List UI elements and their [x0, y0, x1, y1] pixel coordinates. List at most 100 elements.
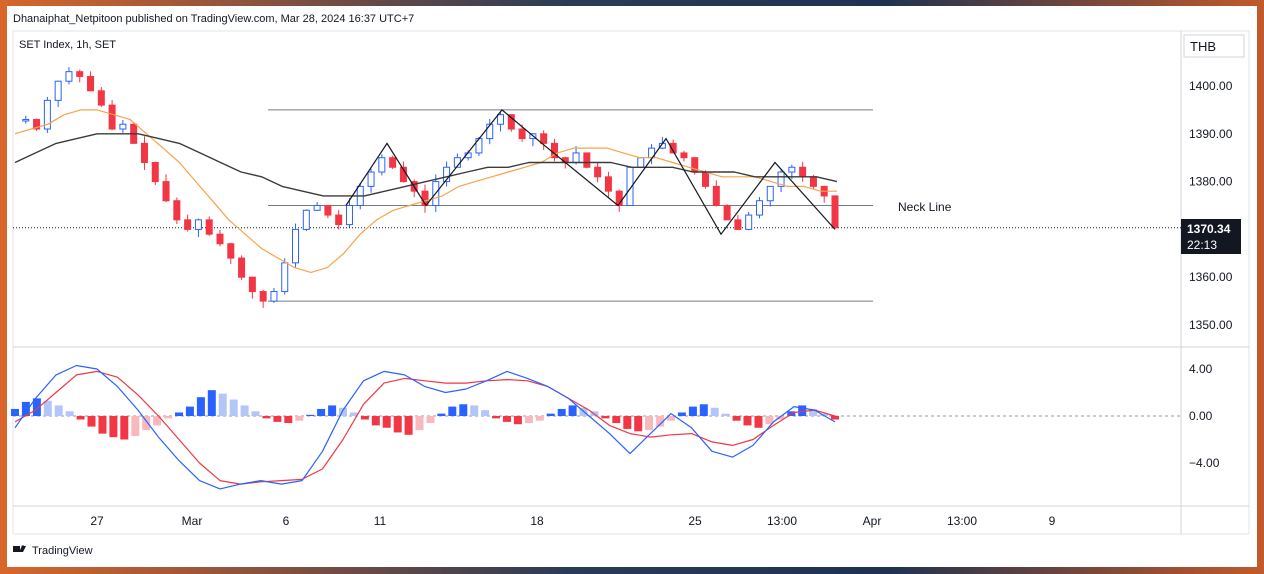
macd-histogram-bar	[776, 416, 785, 420]
macd-histogram-bar	[557, 408, 566, 416]
currency-box[interactable]: THB	[1183, 34, 1245, 58]
candle-body	[43, 99, 51, 130]
lines-layer	[14, 109, 838, 273]
candle-body	[680, 152, 688, 159]
candle-body	[302, 209, 310, 230]
macd-histogram-bar	[677, 412, 686, 416]
candle-body	[227, 243, 235, 259]
macd-histogram-bar	[404, 416, 413, 435]
macd-histogram-bar	[54, 405, 63, 416]
macd-histogram-bar	[568, 405, 577, 416]
candle-body	[119, 123, 127, 130]
macd-histogram-bar	[437, 413, 446, 416]
macd-histogram-bar	[76, 416, 85, 420]
time-tick-label: Apr	[863, 514, 882, 528]
candle-body	[540, 133, 548, 144]
pattern-zigzag-line	[345, 109, 836, 236]
macd-histogram-bar	[98, 416, 107, 434]
symbol-label: SET Index, 1h, SET	[19, 39, 116, 51]
macd-histogram-bar	[109, 416, 118, 438]
macd-histogram-bar	[524, 416, 533, 424]
candle-body	[205, 219, 213, 235]
price-badge-value: 1370.34	[1187, 222, 1231, 236]
macd-histogram-bar	[393, 416, 402, 433]
candle-body	[518, 128, 526, 140]
macd-histogram-bar	[809, 408, 818, 416]
candle-body	[583, 152, 591, 168]
candle-body	[745, 214, 753, 230]
macd-histogram-bar	[306, 414, 315, 416]
time-tick-label: 6	[283, 514, 290, 528]
macd-histogram-bar	[218, 393, 227, 416]
macd-histogram-bar	[153, 416, 162, 426]
macd-histogram-bar	[535, 416, 544, 421]
candle-body	[712, 185, 720, 207]
candle-body	[389, 157, 397, 168]
candle-body	[777, 171, 785, 187]
candle-body	[594, 166, 602, 178]
candle-body	[33, 118, 41, 130]
macd-histogram-bar	[229, 399, 238, 416]
candle-body	[497, 114, 505, 125]
macd-histogram-bar	[284, 416, 293, 424]
macd-histogram-bar	[120, 416, 129, 440]
candle-body	[140, 142, 148, 163]
time-tick-label: 18	[530, 514, 544, 528]
candle-body	[734, 219, 742, 230]
candle-body	[723, 205, 731, 221]
chart-canvas[interactable]: 1400.001390.001380.001370.001360.001350.…	[7, 6, 1257, 567]
candle-body	[65, 71, 73, 82]
candle-body	[194, 219, 202, 230]
chart-frame: 1400.001390.001380.001370.001360.001350.…	[7, 6, 1257, 567]
grid-layer	[12, 30, 1250, 535]
plot-border	[12, 30, 1250, 535]
macd-histogram-bar	[87, 416, 96, 427]
candle-body	[345, 205, 353, 226]
macd-histogram-bar	[645, 416, 654, 431]
candle-body	[615, 190, 623, 207]
price-tick-label: 1380.00	[1189, 175, 1233, 189]
candle-body	[367, 171, 375, 187]
brand-footer[interactable]: TradingView	[13, 545, 93, 557]
publisher-header: Dhanaiphat_Netpitoon published on Tradin…	[13, 13, 414, 25]
tradingview-logo-icon	[13, 545, 26, 552]
time-tick-label: 27	[90, 514, 104, 528]
ema-fast-line	[14, 109, 837, 273]
brand-label: TradingView	[32, 545, 93, 557]
currency-label: THB	[1190, 39, 1216, 54]
macd-histogram-bar	[820, 413, 829, 416]
time-tick-label: 9	[1049, 514, 1056, 528]
macd-histogram-bar	[426, 416, 435, 424]
macd-histogram-bar	[710, 407, 719, 416]
neck-line-label: Neck Line	[898, 200, 952, 214]
macd-tick-label: −4.00	[1189, 456, 1220, 470]
candle-body	[259, 291, 267, 302]
macd-histogram-bar	[65, 411, 74, 416]
candle-body	[54, 80, 62, 101]
macd-histogram-bar	[459, 404, 468, 416]
candle-body	[809, 176, 817, 187]
macd-histogram-bar	[185, 406, 194, 416]
time-tick-label: 13:00	[947, 514, 977, 528]
candle-body	[87, 75, 95, 92]
macd-histogram-bar	[43, 400, 52, 416]
candle-body	[108, 104, 116, 130]
macd-histogram-bar	[492, 416, 501, 419]
macd-histogram-bar	[328, 405, 337, 416]
macd-histogram-bar	[382, 416, 391, 428]
macd-tick-label: 4.00	[1189, 362, 1213, 376]
candle-body	[238, 257, 246, 278]
macd-histogram-bar	[164, 416, 173, 419]
macd-histogram-bar	[415, 416, 424, 431]
macd-histogram-bar	[546, 413, 555, 416]
candle-body	[281, 262, 289, 293]
candle-body	[162, 181, 170, 202]
price-badge: 1370.34 22:13	[1181, 219, 1241, 254]
candle-body	[76, 71, 84, 77]
candle-body	[270, 291, 278, 302]
candle-body	[335, 214, 343, 226]
macd-line	[14, 364, 836, 490]
candles-layer	[22, 67, 839, 308]
macd-histogram-bar	[175, 412, 183, 416]
macd-histogram-bar	[798, 405, 807, 416]
